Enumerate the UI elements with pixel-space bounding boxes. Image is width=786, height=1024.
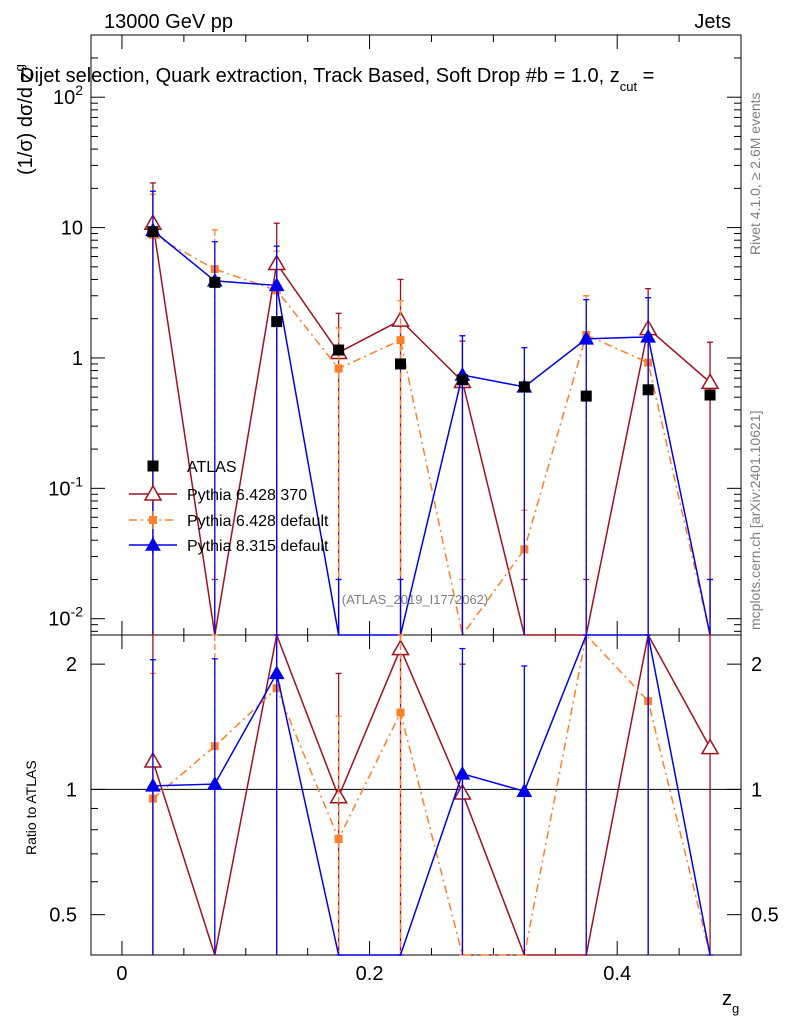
y-tick-label-ratio: 1 [66,779,77,801]
x-tick-label: 0 [116,963,127,985]
y-tick-label-ratio-right: 1 [751,779,762,801]
y-tick-label-ratio-right: 2 [751,654,762,676]
y-tick-label-main: 10 [61,218,83,240]
point-atlas [518,381,530,393]
point-atlas [642,384,654,396]
legend-marker [149,516,157,524]
legend: ATLAS Pythia 6.428 370 Pythia 6.428 defaul… [129,459,329,555]
ratio-point-p8 [454,765,471,780]
y-tick-label-main-exp: 2 [75,82,83,98]
analysis-watermark: (ATLAS_2019_I1772062) [342,592,488,607]
legend-label: Pythia 8.315 default [187,538,329,555]
header-right: Jets [694,11,731,33]
y-tick-label-ratio-right: 0.5 [751,905,779,927]
y-axis-title-main: (1/σ) dσ/d zg [12,64,37,175]
plot-title-sub: cut [620,79,638,94]
legend-marker [145,536,161,551]
point-atlas [580,390,592,402]
point-p8 [268,277,285,292]
y-axis-title-ratio: Ratio to ATLAS [23,760,39,855]
y-tick-label-main: 10-1 [48,473,83,500]
plot-title: Dijet selection, Quark extraction, Track… [20,65,654,94]
ratio-axes: 0.5 0.5 1 1 2 2 [49,654,779,956]
x-tick-label: 0.2 [356,963,384,985]
ratio-panel-frame [90,634,742,956]
x-axis-title-sub: g [732,1001,739,1016]
point-atlas [395,358,407,370]
y-axis-title-main-sub: g [12,64,27,71]
series-line-p6-370 [152,223,711,636]
point-p8 [578,330,595,345]
y-tick-label-main-base: 10 [48,478,70,500]
mcplots-label: mcplots.cern.ch [arXiv:2401.10621] [747,411,763,630]
series-line-p6-default [152,234,711,637]
point-atlas [456,374,468,386]
x-axis: 0 0.2 0.4 [116,35,742,985]
legend-marker [147,460,159,472]
ratio-point-p6-370 [700,738,720,755]
rivet-label: Rivet 4.1.0, ≥ 2.6M events [747,92,763,255]
legend-label: Pythia 6.428 default [187,513,329,530]
x-axis-title: zg [722,988,739,1016]
ratio-line-p8 [152,634,711,956]
ratio-line-p6-370 [152,632,711,956]
legend-label: ATLAS [187,459,237,476]
ratio-line-p6-default [152,633,711,956]
plot-title-tail: = [637,65,654,87]
ratio-point-p8 [206,776,223,790]
ratio-point-p8 [516,783,533,797]
ratio-point-p8 [268,665,285,680]
ratio-marks [143,632,720,956]
y-tick-label-main-exp: -1 [71,473,84,489]
x-axis-title-text: z [722,988,732,1010]
main-marks [143,182,720,637]
point-p6-default [396,336,405,345]
header-left: 13000 GeV pp [104,11,233,33]
series-line-p8 [152,229,711,636]
plot-title-main: Dijet selection, Quark extraction, Track… [20,65,620,87]
y-tick-label-ratio: 0.5 [49,905,77,927]
y-tick-label-main-base: 10 [48,609,70,631]
ratio-point-p6-default [334,835,343,844]
point-p6-default [334,364,343,373]
legend-marker [143,484,163,501]
point-atlas [333,344,345,356]
point-atlas [147,226,159,238]
x-tick-label: 0.4 [603,963,631,985]
y-tick-label-main: 10-2 [48,604,83,631]
point-p6-370 [700,372,720,390]
y-tick-label-ratio: 2 [66,654,77,676]
point-p8 [640,328,657,343]
ratio-point-p8 [145,777,161,792]
point-atlas [704,389,716,401]
y-tick-label-main: 1 [72,348,83,370]
point-atlas [271,316,283,328]
y-tick-label-main-base: 10 [53,87,75,109]
point-atlas [209,276,221,288]
y-axis-title-main-text: (1/σ) dσ/d z [15,71,37,175]
ratio-point-p6-default [396,708,405,717]
y-tick-label-main-exp: -2 [71,604,84,620]
legend-label: Pythia 6.428 370 [187,487,307,504]
y-tick-label-main: 102 [53,82,83,109]
